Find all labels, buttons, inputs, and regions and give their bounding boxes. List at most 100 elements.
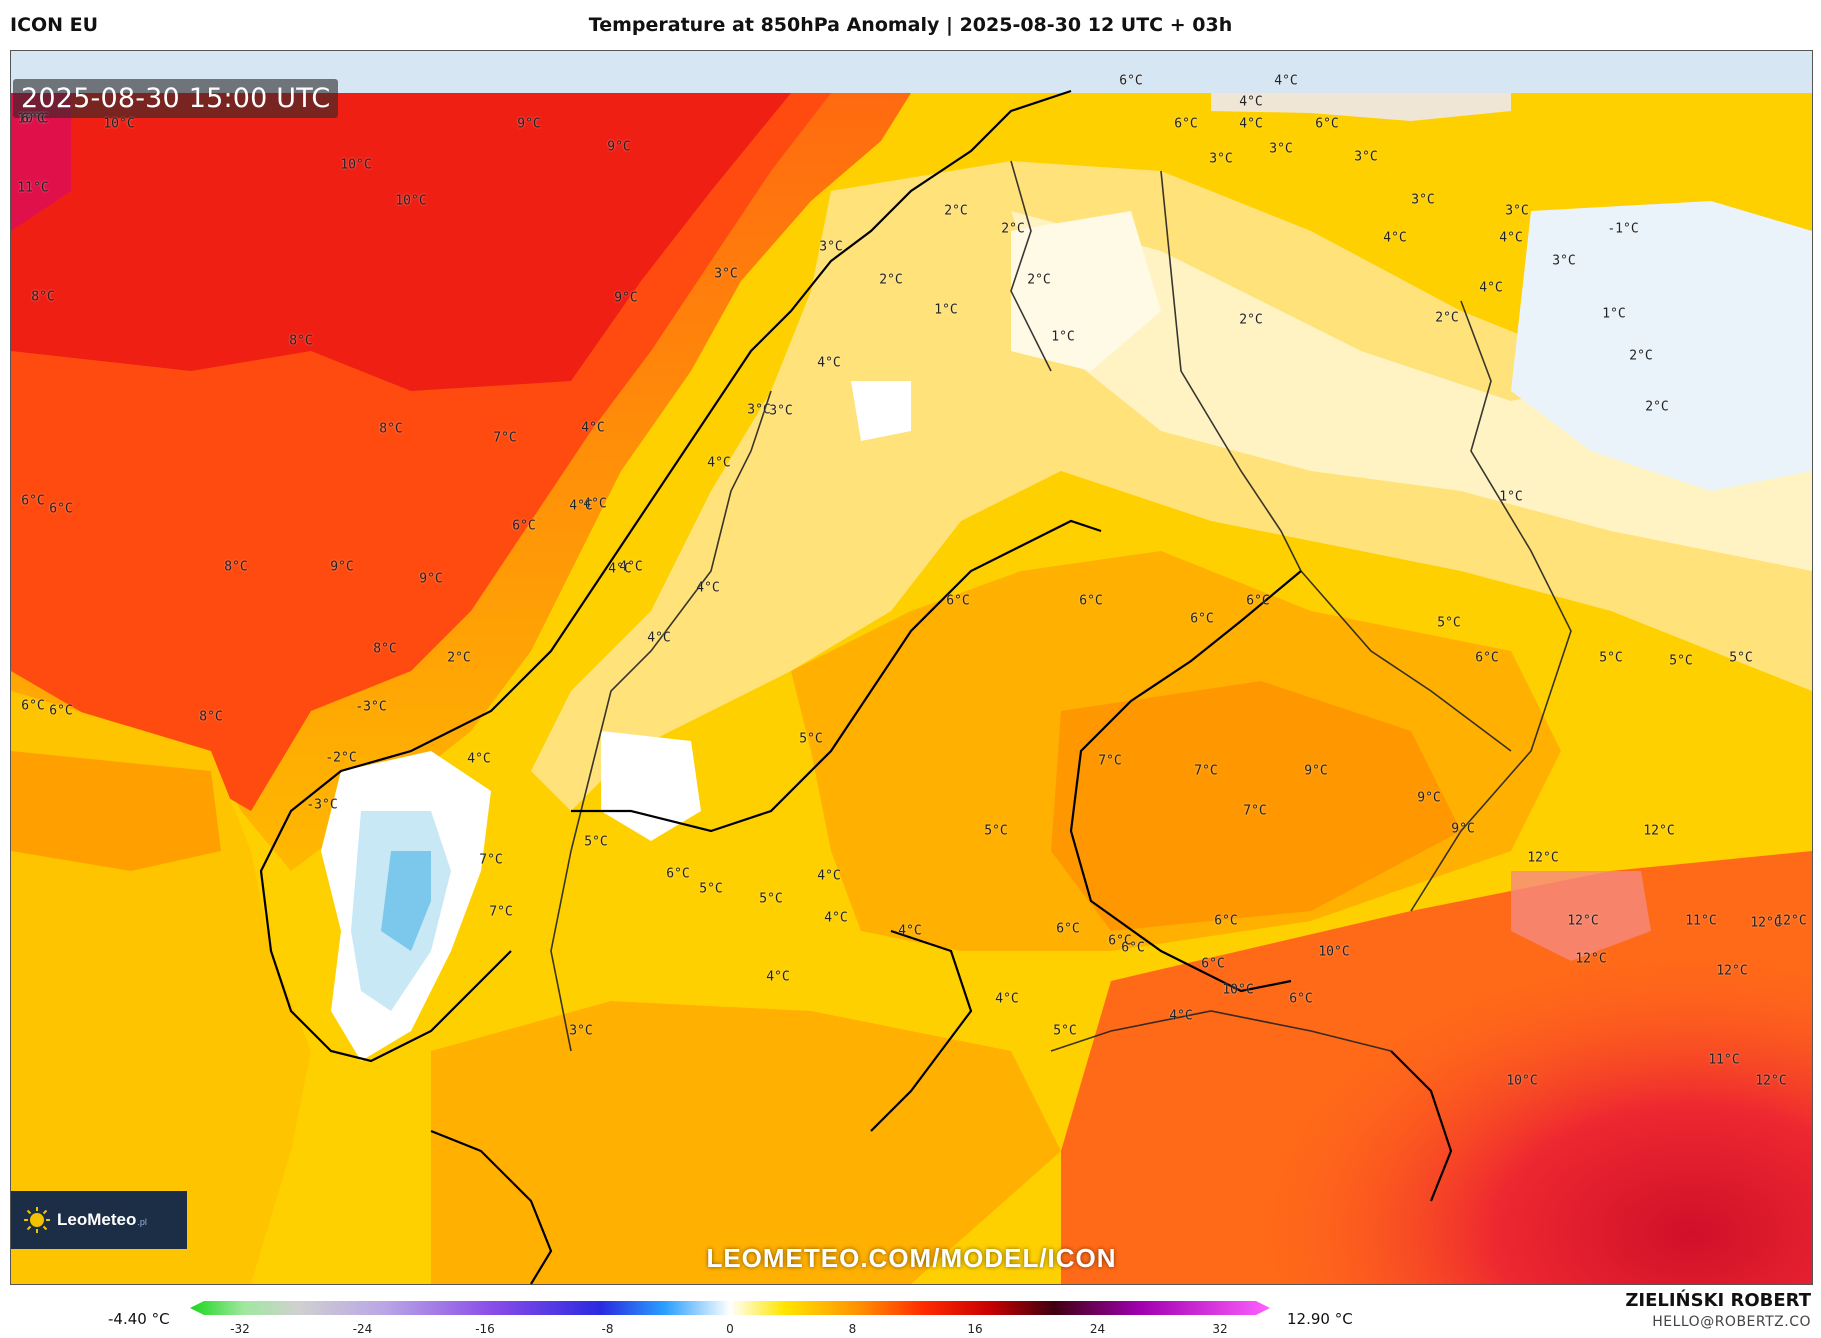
temperature-label: 9°C xyxy=(1451,821,1475,837)
temperature-label: 5°C xyxy=(1599,650,1623,666)
author-email: HELLO@ROBERTZ.CO xyxy=(1652,1314,1811,1330)
temperature-label: -2°C xyxy=(325,750,357,766)
temperature-label: 2°C xyxy=(1645,399,1669,415)
temperature-label: -3°C xyxy=(355,699,387,715)
temperature-label: 4°C xyxy=(583,496,607,512)
temperature-label: 3°C xyxy=(747,402,771,418)
temperature-label: 10°C xyxy=(103,116,135,132)
colorbar-tick-label: -8 xyxy=(601,1322,614,1336)
temperature-label: 12°C xyxy=(1575,951,1607,967)
temperature-label: 6°C xyxy=(1119,73,1143,89)
temperature-label: 8°C xyxy=(379,421,403,437)
temperature-label: 2°C xyxy=(1435,310,1459,326)
temperature-label: 12°C xyxy=(1643,823,1675,839)
temperature-label: 12°C xyxy=(1775,913,1807,929)
temperature-label: 4°C xyxy=(995,991,1019,1007)
temperature-label: 5°C xyxy=(699,881,723,897)
temperature-label: 3°C xyxy=(1209,151,1233,167)
temperature-label: 6°C xyxy=(1079,593,1103,609)
temperature-label: 2°C xyxy=(1239,312,1263,328)
temperature-label: 12°C xyxy=(1755,1073,1787,1089)
temperature-label: 2°C xyxy=(944,203,968,219)
logo-text: LeoMeteo.pl xyxy=(57,1210,147,1229)
temperature-label: 10°C xyxy=(1318,944,1350,960)
temperature-label: 4°C xyxy=(1274,73,1298,89)
temperature-label: -3°C xyxy=(306,797,338,813)
temperature-label: 4°C xyxy=(696,580,720,596)
temperature-label: 6°C xyxy=(1190,611,1214,627)
temperature-label: 11°C xyxy=(17,180,49,196)
temperature-label: 6°C xyxy=(1214,913,1238,929)
temperature-label: 6°C xyxy=(1246,593,1270,609)
temperature-label: 4°C xyxy=(647,630,671,646)
temperature-label: 5°C xyxy=(1729,650,1753,666)
temperature-label: 4°C xyxy=(1169,1008,1193,1024)
temperature-label: 10°C xyxy=(340,157,372,173)
temperature-label: 4°C xyxy=(1479,280,1503,296)
temperature-label: 7°C xyxy=(1243,803,1267,819)
map-title: Temperature at 850hPa Anomaly | 2025-08-… xyxy=(588,14,1233,36)
temperature-label: 9°C xyxy=(1304,763,1328,779)
temperature-label: 3°C xyxy=(1269,141,1293,157)
map-frame: 2025-08-30 15:00 UTC 10°C 10°C 11°C 9°C 10°C… xyxy=(10,50,1813,1285)
temperature-label: 5°C xyxy=(759,891,783,907)
temperature-label: 6°C xyxy=(49,703,73,719)
temperature-label: 8°C xyxy=(289,333,313,349)
temperature-label: 10°C xyxy=(395,193,427,209)
temperature-label: 11°C xyxy=(1685,913,1717,929)
temperature-label: 8°C xyxy=(31,289,55,305)
temperature-label: 6°C xyxy=(49,501,73,517)
temperature-label: 1°C xyxy=(1602,306,1626,322)
temperature-label: 3°C xyxy=(714,266,738,282)
temperature-label: 3°C xyxy=(1354,149,1378,165)
colorbar-tick-label: 32 xyxy=(1212,1322,1228,1336)
temperature-label: 2°C xyxy=(1001,221,1025,237)
temperature-label: 6°C xyxy=(21,111,45,127)
temperature-label: 1°C xyxy=(1051,329,1075,345)
temperature-label: 4°C xyxy=(817,868,841,884)
temperature-label: 9°C xyxy=(1417,790,1441,806)
temperature-label: 8°C xyxy=(224,559,248,575)
temperature-label: 6°C xyxy=(1201,956,1225,972)
temperature-label: 1°C xyxy=(1499,489,1523,505)
temperature-label: 7°C xyxy=(1098,753,1122,769)
colorbar-max-label: 12.90 °C xyxy=(1287,1310,1353,1328)
colorbar-tick-label: 8 xyxy=(848,1322,857,1336)
temperature-label: 2°C xyxy=(1629,348,1653,364)
valid-time-badge: 2025-08-30 15:00 UTC xyxy=(13,79,339,118)
temperature-label: 12°C xyxy=(1567,913,1599,929)
temperature-label: 5°C xyxy=(1053,1023,1077,1039)
temperature-label: 5°C xyxy=(799,731,823,747)
temperature-label: 10°C xyxy=(1506,1073,1538,1089)
temperature-label: 6°C xyxy=(946,593,970,609)
temperature-label: 1°C xyxy=(934,302,958,318)
model-name: ICON EU xyxy=(10,14,99,36)
colorbar-tick-label: -16 xyxy=(475,1322,495,1336)
temperature-label: 9°C xyxy=(607,139,631,155)
temperature-label: 2°C xyxy=(879,272,903,288)
colorbar-tick-label: 16 xyxy=(967,1322,983,1336)
temperature-label: 6°C xyxy=(21,493,45,509)
colorbar-tick-label: -32 xyxy=(230,1322,250,1336)
temperature-label: 5°C xyxy=(1669,653,1693,669)
temperature-label: 4°C xyxy=(1383,230,1407,246)
temperature-label: 5°C xyxy=(1437,615,1461,631)
temperature-label: 8°C xyxy=(199,709,223,725)
temperature-label: 10°C xyxy=(1222,982,1254,998)
temperature-label: 4°C xyxy=(1239,116,1263,132)
temperature-label: 7°C xyxy=(489,904,513,920)
leometeo-logo: LeoMeteo.pl xyxy=(11,1191,187,1249)
temperature-label: 6°C xyxy=(1174,116,1198,132)
temperature-label: 6°C xyxy=(512,518,536,534)
temperature-label: 4°C xyxy=(467,751,491,767)
temperature-label: 7°C xyxy=(479,852,503,868)
temperature-label: 7°C xyxy=(1194,763,1218,779)
temperature-label: 6°C xyxy=(1315,116,1339,132)
map-field xyxy=(11,51,1812,1284)
colorbar-tick-label: 24 xyxy=(1089,1322,1106,1336)
watermark: LEOMETEO.COM/MODEL/ICON xyxy=(706,1243,1117,1273)
temperature-label: 7°C xyxy=(493,430,517,446)
temperature-label: 6°C xyxy=(1475,650,1499,666)
temperature-label: 5°C xyxy=(584,834,608,850)
sun-icon xyxy=(24,1207,50,1233)
